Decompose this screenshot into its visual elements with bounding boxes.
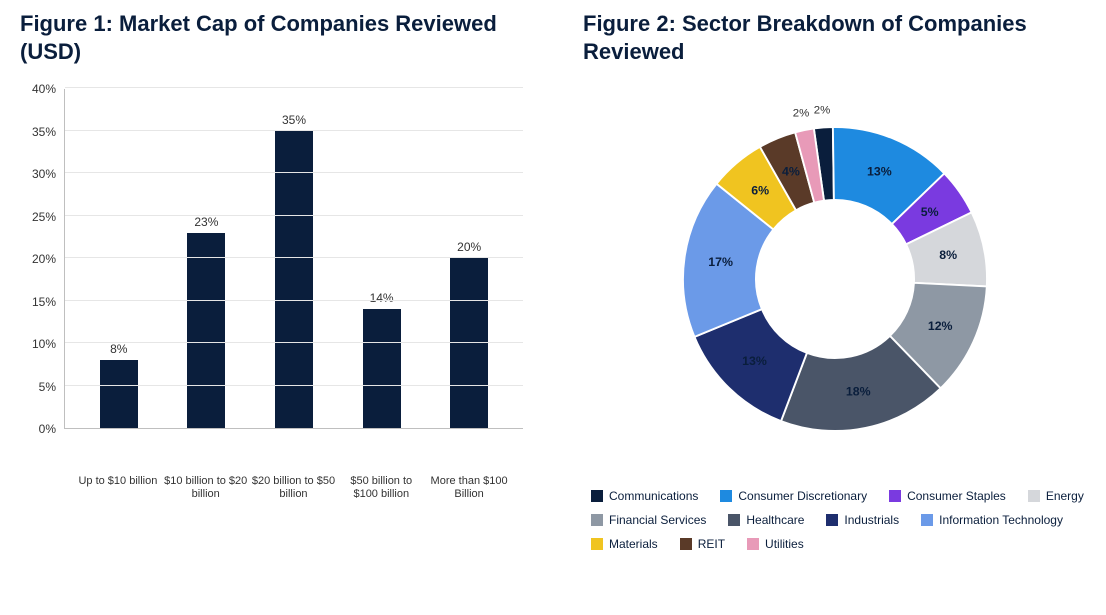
legend-swatch (728, 514, 740, 526)
legend-item: REIT (680, 537, 725, 551)
legend-swatch (680, 538, 692, 550)
donut-slice-label: 2% (813, 104, 829, 116)
bar-slot: 8% (75, 89, 163, 428)
donut-slice-label: 13% (742, 354, 767, 368)
legend-label: Industrials (844, 513, 899, 527)
grid-line (65, 300, 523, 301)
legend-label: Information Technology (939, 513, 1063, 527)
grid-line (65, 215, 523, 216)
grid-line (65, 385, 523, 386)
bar-value-label: 8% (110, 342, 127, 356)
bar-slot: 23% (163, 89, 251, 428)
legend-swatch (591, 538, 603, 550)
x-axis-label: Up to $10 billion (74, 475, 162, 501)
bar (363, 309, 401, 428)
donut-slice-label: 17% (708, 255, 733, 269)
donut-slice-label: 2% (792, 107, 808, 119)
bar-slot: 20% (425, 89, 513, 428)
donut-slice-label: 18% (845, 384, 870, 398)
donut-slice-label: 4% (782, 164, 800, 178)
bar-value-label: 35% (282, 113, 306, 127)
bar-chart: 0%5%10%15%20%25%30%35%40% 8%23%35%14%20% (20, 89, 523, 469)
legend-item: Financial Services (591, 513, 706, 527)
y-tick: 30% (32, 167, 56, 181)
figure-1: Figure 1: Market Cap of Companies Review… (20, 10, 523, 551)
donut-slice-label: 6% (751, 183, 769, 197)
y-tick: 5% (39, 380, 56, 394)
donut-svg: 2% 13% 5% 8% 12% 18% 13% 17% 6% 4% 2% (645, 89, 1025, 469)
bar-chart-y-axis: 0%5%10%15%20%25%30%35%40% (20, 89, 64, 429)
legend-swatch (826, 514, 838, 526)
legend-swatch (921, 514, 933, 526)
legend-label: Consumer Staples (907, 489, 1006, 503)
legend-label: Energy (1046, 489, 1084, 503)
donut-slice-label: 8% (939, 248, 957, 262)
legend-item: Healthcare (728, 513, 804, 527)
legend-item: Energy (1028, 489, 1084, 503)
figure-1-title: Figure 1: Market Cap of Companies Review… (20, 10, 523, 65)
figure-2-title: Figure 2: Sector Breakdown of Companies … (583, 10, 1086, 65)
legend-item: Consumer Discretionary (720, 489, 867, 503)
legend-label: Communications (609, 489, 698, 503)
figures-row: Figure 1: Market Cap of Companies Review… (20, 10, 1086, 551)
bar-chart-plot: 8% 23% 35% 14% 20% (64, 89, 523, 429)
bar (450, 258, 488, 428)
bar-chart-x-labels: Up to $10 billion$10 billion to $20 bill… (64, 469, 523, 501)
legend-swatch (591, 490, 603, 502)
donut-legend: Communications Consumer Discretionary Cons… (583, 489, 1086, 551)
y-tick: 40% (32, 82, 56, 96)
legend-label: Utilities (765, 537, 804, 551)
bar-value-label: 14% (370, 291, 394, 305)
bar-value-label: 23% (194, 215, 218, 229)
grid-line (65, 172, 523, 173)
grid-line (65, 87, 523, 88)
donut-slice-label: 13% (867, 165, 892, 179)
bar (100, 360, 138, 428)
y-tick: 15% (32, 295, 56, 309)
legend-label: REIT (698, 537, 725, 551)
legend-swatch (720, 490, 732, 502)
legend-swatch (591, 514, 603, 526)
y-tick: 0% (39, 422, 56, 436)
grid-line (65, 257, 523, 258)
grid-line (65, 342, 523, 343)
donut-slice-label: 5% (920, 205, 938, 219)
x-axis-label: $50 billion to $100 billion (337, 475, 425, 501)
legend-label: Materials (609, 537, 658, 551)
legend-swatch (1028, 490, 1040, 502)
legend-item: Industrials (826, 513, 899, 527)
donut-slice-label: 12% (927, 319, 952, 333)
legend-label: Financial Services (609, 513, 706, 527)
legend-swatch (889, 490, 901, 502)
bar-slot: 14% (338, 89, 426, 428)
bar-chart-bars: 8% 23% 35% 14% 20% (65, 89, 523, 428)
y-tick: 20% (32, 252, 56, 266)
x-axis-label: $10 billion to $20 billion (162, 475, 250, 501)
figure-2: Figure 2: Sector Breakdown of Companies … (583, 10, 1086, 551)
donut-chart: 2% 13% 5% 8% 12% 18% 13% 17% 6% 4% 2% (645, 89, 1025, 469)
legend-item: Utilities (747, 537, 804, 551)
legend-item: Consumer Staples (889, 489, 1006, 503)
bar (187, 233, 225, 429)
bar-value-label: 20% (457, 240, 481, 254)
bar (275, 131, 313, 429)
y-tick: 35% (32, 125, 56, 139)
x-axis-label: More than $100 Billion (425, 475, 513, 501)
legend-label: Healthcare (746, 513, 804, 527)
legend-label: Consumer Discretionary (738, 489, 867, 503)
legend-item: Information Technology (921, 513, 1063, 527)
grid-line (65, 130, 523, 131)
legend-item: Materials (591, 537, 658, 551)
y-tick: 25% (32, 210, 56, 224)
legend-item: Communications (591, 489, 698, 503)
bar-slot: 35% (250, 89, 338, 428)
x-axis-label: $20 billion to $50 billion (250, 475, 338, 501)
y-tick: 10% (32, 337, 56, 351)
legend-swatch (747, 538, 759, 550)
